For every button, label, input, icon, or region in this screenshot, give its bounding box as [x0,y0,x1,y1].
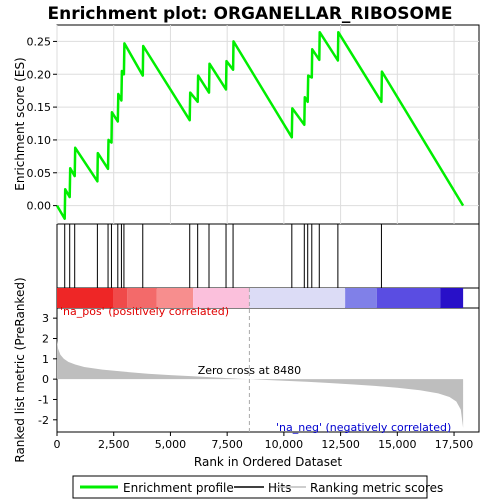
legend: Enrichment profile Hits Ranking metric s… [72,475,443,499]
legend-hits-label: Hits [268,481,291,495]
es-tick-label: 0.10 [27,134,52,147]
heatmap-band [249,288,346,308]
heatmap-band [127,288,157,308]
metric-tick-label: 2 [42,332,49,345]
metric-tick-label: -2 [38,414,49,427]
heatmap-band [376,288,441,308]
es-gridlines [56,25,479,224]
x-tick-label: 10,000 [265,438,304,451]
metric-tick-label: 1 [42,353,49,366]
legend-es-label: Enrichment profile [123,481,234,495]
chart-title: Enrichment plot: ORGANELLAR_RIBOSOME [48,4,453,24]
es-tick-label: 0.00 [27,200,52,213]
x-axis: 0 2,500 5,000 7,500 10,000 12,500 15,000 17,500 [54,432,474,451]
negative-correlation-label: 'na_neg' (negatively correlated) [276,421,451,434]
x-tick-label: 7,500 [211,438,243,451]
es-tick-label: 0.20 [27,68,52,81]
heatmap-band [113,288,128,308]
x-tick-label: 5,000 [155,438,187,451]
es-tick-label: 0.05 [27,167,52,180]
metric-tick-label: 3 [42,312,49,325]
heatmap-band [156,288,194,308]
es-line-layer [55,30,465,220]
metric-axis: 3 2 1 0 -1 -2 [38,312,57,427]
metric-area [57,340,464,428]
heatmap-band [193,288,250,308]
x-tick-label: 15,000 [378,438,417,451]
x-tick-label: 0 [54,438,61,451]
positive-correlation-label: 'na_pos' (positively correlated) [60,305,229,318]
es-tick-label: 0.15 [27,101,52,114]
es-axis: 0.00 0.05 0.10 0.15 0.20 0.25 [27,35,57,213]
es-series-line [55,30,465,220]
x-axis-label: Rank in Ordered Dataset [194,455,342,469]
legend-metric-label: Ranking metric scores [310,481,443,495]
zero-cross-label: Zero cross at 8480 [198,364,301,377]
x-tick-label: 2,500 [98,438,130,451]
heatmap-band [57,288,114,308]
metric-layer: 'na_pos' (positively correlated) Zero cro… [57,288,464,434]
es-y-axis-label: Enrichment score (ES) [13,57,27,190]
x-tick-label: 17,500 [435,438,474,451]
hits-layer [64,224,382,288]
x-tick-label: 12,500 [321,438,360,451]
hits-panel [56,223,480,289]
es-tick-label: 0.25 [27,35,52,48]
metric-tick-label: 0 [42,373,49,386]
es-panel [56,24,480,225]
metric-tick-label: -1 [38,393,49,406]
heatmap-band [440,288,464,308]
heatmap-bands [57,288,464,308]
heatmap-band [345,288,377,308]
metric-y-axis-label: Ranked list metric (PreRanked) [13,277,27,462]
